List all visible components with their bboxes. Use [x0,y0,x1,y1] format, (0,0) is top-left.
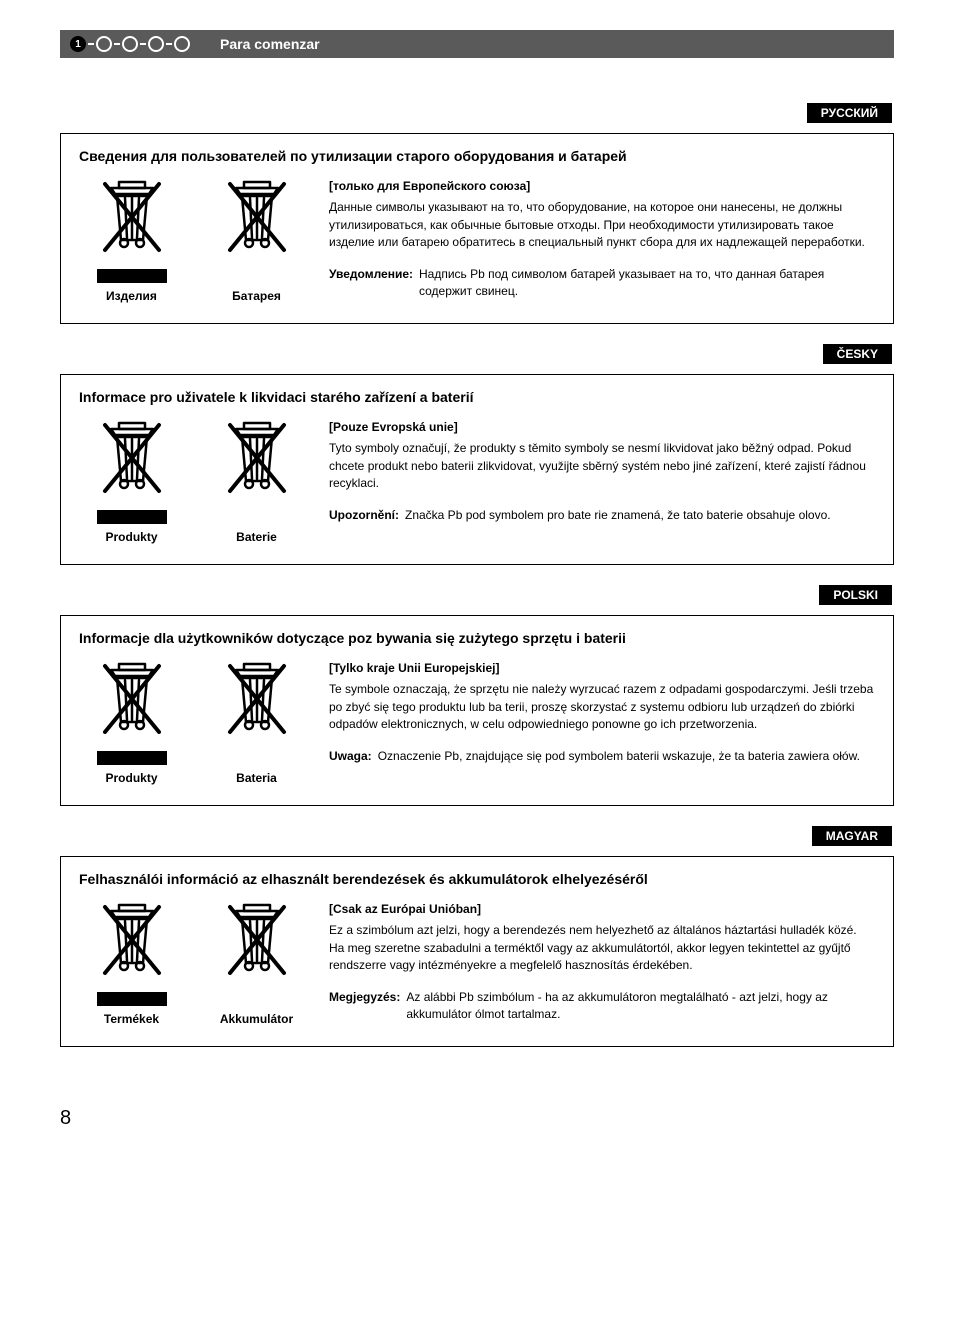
note-text: Надпись Pb под символом батарей указывае… [419,266,875,301]
note-label: Уведомление: [329,266,413,301]
step-dash [88,43,94,45]
crossed-bin-icon [222,901,292,986]
note-line: Upozornění: Značka Pb pod symbolem pro b… [329,507,875,524]
step-dot-1: 1 [70,36,86,52]
section-title: Informacje dla użytkowników dotyczące po… [79,630,875,646]
icons-column: Produkty Baterie [79,419,309,544]
crossed-bin-icon [222,419,292,504]
body-paragraph: Te symbole oznaczają, że sprzętu nie nal… [329,681,875,733]
note-text: Značka Pb pod symbolem pro bate rie znam… [405,507,875,524]
note-line: Megjegyzés: Az alábbi Pb szimbólum - ha … [329,989,875,1024]
battery-icon-block: Батарея [204,178,309,303]
language-label: ČESKY [823,344,892,364]
product-caption: Produkty [105,771,157,785]
battery-caption: Baterie [236,530,277,544]
note-text: Az alábbi Pb szimbólum - ha az akkumulát… [406,989,875,1024]
page-number: 8 [60,1107,894,1130]
icons-column: Изделия Батарея [79,178,309,303]
battery-icon-block: Akkumulátor [204,901,309,1026]
crossed-bin-icon [97,178,167,263]
subheading: [Tylko kraje Unii Europejskiej] [329,660,875,677]
note-text: Oznaczenie Pb, znajdujące się pod symbol… [378,748,875,765]
crossed-bin-icon [222,660,292,745]
icons-column: Termékek Akkumulátor [79,901,309,1026]
text-column: [Csak az Európai Unióban] Ez a szimbólum… [329,901,875,1026]
product-icon-block: Изделия [79,178,184,303]
body-paragraph: Ez a szimbólum azt jelzi, hogy a berende… [329,922,875,974]
crossed-bin-icon [97,660,167,745]
note-label: Upozornění: [329,507,399,524]
product-icon-block: Produkty [79,419,184,544]
crossed-bin-icon [97,419,167,504]
step-dash [166,43,172,45]
disposal-info-box: Сведения для пользователей по утилизации… [60,133,894,324]
note-label: Megjegyzés: [329,989,400,1024]
product-icon-block: Produkty [79,660,184,785]
crossed-bin-icon [97,901,167,986]
step-dot-5 [174,36,190,52]
header-bar: 1 Para comenzar [60,30,894,58]
step-dot-2 [96,36,112,52]
disposal-info-box: Informace pro uživatele k likvidaci star… [60,374,894,565]
disposal-info-box: Informacje dla użytkowników dotyczące po… [60,615,894,806]
step-dot-3 [122,36,138,52]
battery-icon-block: Baterie [204,419,309,544]
step-dash [114,43,120,45]
product-caption: Termékek [104,1012,159,1026]
battery-caption: Батарея [232,289,281,303]
header-title: Para comenzar [220,36,320,52]
text-column: [Tylko kraje Unii Europejskiej] Te symbo… [329,660,875,785]
battery-caption: Akkumulátor [220,1012,293,1026]
subheading: [только для Европейского союза] [329,178,875,195]
battery-caption: Bateria [236,771,277,785]
section-title: Felhasználói információ az elhasznált be… [79,871,875,887]
subheading: [Pouze Evropská unie] [329,419,875,436]
product-caption: Изделия [106,289,157,303]
product-caption: Produkty [105,530,157,544]
black-bar [97,510,167,524]
language-label: РУССКИЙ [807,103,892,123]
text-column: [Pouze Evropská unie] Tyto symboly označ… [329,419,875,544]
product-icon-block: Termékek [79,901,184,1026]
crossed-bin-icon [222,178,292,263]
black-bar [97,269,167,283]
subheading: [Csak az Európai Unióban] [329,901,875,918]
note-label: Uwaga: [329,748,372,765]
section-title: Сведения для пользователей по утилизации… [79,148,875,164]
language-label: POLSKI [819,585,892,605]
body-paragraph: Tyto symboly označují, že produkty s těm… [329,440,875,492]
text-column: [только для Европейского союза] Данные с… [329,178,875,303]
section-title: Informace pro uživatele k likvidaci star… [79,389,875,405]
battery-icon-block: Bateria [204,660,309,785]
step-dot-4 [148,36,164,52]
icons-column: Produkty Bateria [79,660,309,785]
language-label: MAGYAR [812,826,892,846]
black-bar [97,751,167,765]
note-line: Uwaga: Oznaczenie Pb, znajdujące się pod… [329,748,875,765]
body-paragraph: Данные символы указывают на то, что обор… [329,199,875,251]
black-bar [97,992,167,1006]
note-line: Уведомление: Надпись Pb под символом бат… [329,266,875,301]
step-indicator: 1 [70,36,190,52]
disposal-info-box: Felhasználói információ az elhasznált be… [60,856,894,1047]
step-dash [140,43,146,45]
